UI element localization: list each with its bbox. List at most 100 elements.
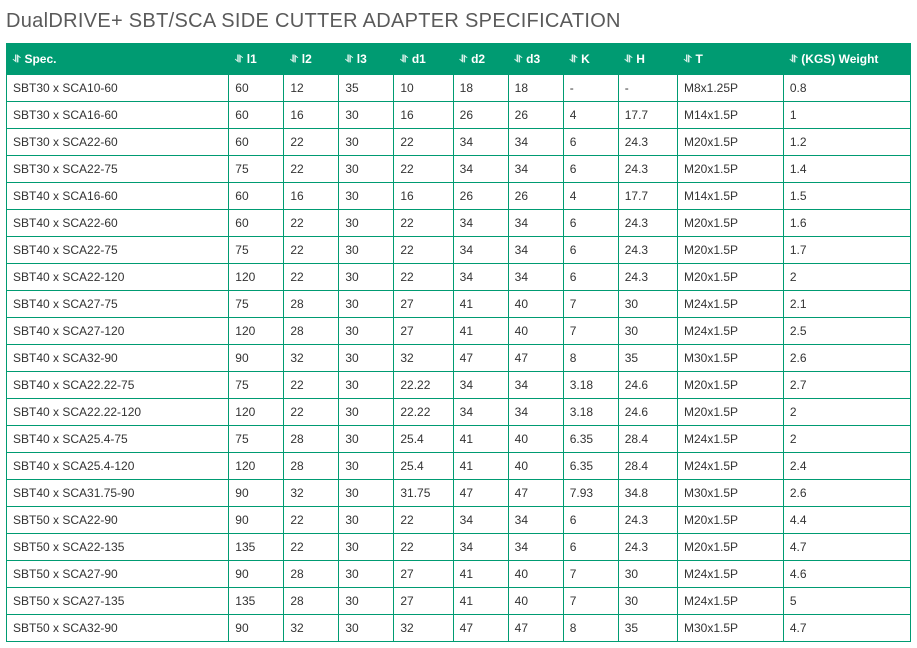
sort-icon: ⥯ xyxy=(235,55,242,65)
cell-spec: SBT40 x SCA31.75-90 xyxy=(7,480,229,507)
spec-table-body: SBT30 x SCA10-60601235101818--M8x1.25P0.… xyxy=(7,75,911,642)
col-header-label: (KGS) Weight xyxy=(801,52,878,66)
table-row: SBT40 x SCA27-75752830274140730M24x1.5P2… xyxy=(7,291,911,318)
cell-t: M20x1.5P xyxy=(678,210,784,237)
table-row: SBT40 x SCA32-90903230324747835M30x1.5P2… xyxy=(7,345,911,372)
col-header-t[interactable]: ⥯T xyxy=(678,44,784,75)
cell-d2: 34 xyxy=(453,507,508,534)
cell-w: 2 xyxy=(783,426,910,453)
cell-k: 6.35 xyxy=(563,426,618,453)
cell-l2: 32 xyxy=(284,345,339,372)
cell-d2: 41 xyxy=(453,453,508,480)
cell-spec: SBT40 x SCA27-120 xyxy=(7,318,229,345)
cell-l3: 30 xyxy=(339,372,394,399)
cell-k: 7 xyxy=(563,588,618,615)
col-header-h[interactable]: ⥯H xyxy=(618,44,677,75)
cell-t: M14x1.5P xyxy=(678,183,784,210)
cell-w: 2.4 xyxy=(783,453,910,480)
cell-l3: 30 xyxy=(339,156,394,183)
cell-l2: 28 xyxy=(284,426,339,453)
col-header-l1[interactable]: ⥯l1 xyxy=(229,44,284,75)
cell-h: 24.6 xyxy=(618,399,677,426)
cell-d3: 40 xyxy=(508,291,563,318)
col-header-l3[interactable]: ⥯l3 xyxy=(339,44,394,75)
col-header-d3[interactable]: ⥯d3 xyxy=(508,44,563,75)
cell-k: 6 xyxy=(563,534,618,561)
col-header-k[interactable]: ⥯K xyxy=(563,44,618,75)
cell-d1: 22 xyxy=(394,507,453,534)
cell-spec: SBT40 x SCA22-120 xyxy=(7,264,229,291)
cell-d2: 47 xyxy=(453,345,508,372)
cell-w: 1 xyxy=(783,102,910,129)
cell-d2: 26 xyxy=(453,183,508,210)
cell-l1: 60 xyxy=(229,102,284,129)
col-header-w[interactable]: ⥯(KGS) Weight xyxy=(783,44,910,75)
cell-l1: 75 xyxy=(229,372,284,399)
cell-t: M24x1.5P xyxy=(678,561,784,588)
col-header-l2[interactable]: ⥯l2 xyxy=(284,44,339,75)
cell-h: 24.3 xyxy=(618,507,677,534)
cell-l3: 30 xyxy=(339,507,394,534)
cell-l1: 90 xyxy=(229,507,284,534)
cell-k: 6 xyxy=(563,129,618,156)
cell-k: 8 xyxy=(563,345,618,372)
cell-spec: SBT30 x SCA22-75 xyxy=(7,156,229,183)
cell-l2: 16 xyxy=(284,183,339,210)
cell-l3: 35 xyxy=(339,75,394,102)
table-row: SBT40 x SCA22.22-7575223022.2234343.1824… xyxy=(7,372,911,399)
cell-h: 30 xyxy=(618,291,677,318)
table-row: SBT30 x SCA16-60601630162626417.7M14x1.5… xyxy=(7,102,911,129)
sort-icon: ⥯ xyxy=(13,55,20,65)
sort-icon: ⥯ xyxy=(684,55,691,65)
col-header-spec[interactable]: ⥯Spec. xyxy=(7,44,229,75)
cell-w: 1.5 xyxy=(783,183,910,210)
cell-k: 7 xyxy=(563,318,618,345)
cell-d1: 25.4 xyxy=(394,453,453,480)
cell-l1: 75 xyxy=(229,291,284,318)
cell-d2: 18 xyxy=(453,75,508,102)
sort-icon: ⥯ xyxy=(570,55,577,65)
cell-w: 5 xyxy=(783,588,910,615)
cell-t: M20x1.5P xyxy=(678,129,784,156)
cell-l2: 22 xyxy=(284,507,339,534)
table-row: SBT40 x SCA25.4-120120283025.441406.3528… xyxy=(7,453,911,480)
cell-h: 24.3 xyxy=(618,237,677,264)
table-row: SBT40 x SCA22-75752230223434624.3M20x1.5… xyxy=(7,237,911,264)
cell-d1: 27 xyxy=(394,318,453,345)
cell-l1: 75 xyxy=(229,237,284,264)
cell-spec: SBT50 x SCA27-90 xyxy=(7,561,229,588)
cell-d2: 41 xyxy=(453,291,508,318)
cell-h: - xyxy=(618,75,677,102)
cell-h: 35 xyxy=(618,345,677,372)
cell-spec: SBT30 x SCA10-60 xyxy=(7,75,229,102)
cell-h: 28.4 xyxy=(618,453,677,480)
cell-spec: SBT40 x SCA32-90 xyxy=(7,345,229,372)
cell-spec: SBT40 x SCA16-60 xyxy=(7,183,229,210)
cell-d2: 41 xyxy=(453,588,508,615)
table-row: SBT50 x SCA27-1351352830274140730M24x1.5… xyxy=(7,588,911,615)
cell-spec: SBT40 x SCA22-75 xyxy=(7,237,229,264)
cell-d1: 27 xyxy=(394,588,453,615)
table-row: SBT30 x SCA22-60602230223434624.3M20x1.5… xyxy=(7,129,911,156)
cell-w: 1.4 xyxy=(783,156,910,183)
cell-spec: SBT40 x SCA22-60 xyxy=(7,210,229,237)
cell-d2: 41 xyxy=(453,561,508,588)
cell-d3: 34 xyxy=(508,264,563,291)
cell-l2: 22 xyxy=(284,399,339,426)
cell-d3: 40 xyxy=(508,426,563,453)
cell-k: 6.35 xyxy=(563,453,618,480)
cell-h: 30 xyxy=(618,588,677,615)
col-header-d1[interactable]: ⥯d1 xyxy=(394,44,453,75)
table-row: SBT30 x SCA10-60601235101818--M8x1.25P0.… xyxy=(7,75,911,102)
cell-h: 24.3 xyxy=(618,156,677,183)
cell-l2: 28 xyxy=(284,291,339,318)
cell-l3: 30 xyxy=(339,264,394,291)
cell-d1: 32 xyxy=(394,615,453,642)
cell-spec: SBT50 x SCA22-135 xyxy=(7,534,229,561)
col-header-label: d1 xyxy=(412,52,426,66)
cell-d1: 22 xyxy=(394,534,453,561)
cell-d2: 34 xyxy=(453,399,508,426)
col-header-label: l3 xyxy=(357,52,367,66)
col-header-d2[interactable]: ⥯d2 xyxy=(453,44,508,75)
cell-d1: 22.22 xyxy=(394,372,453,399)
